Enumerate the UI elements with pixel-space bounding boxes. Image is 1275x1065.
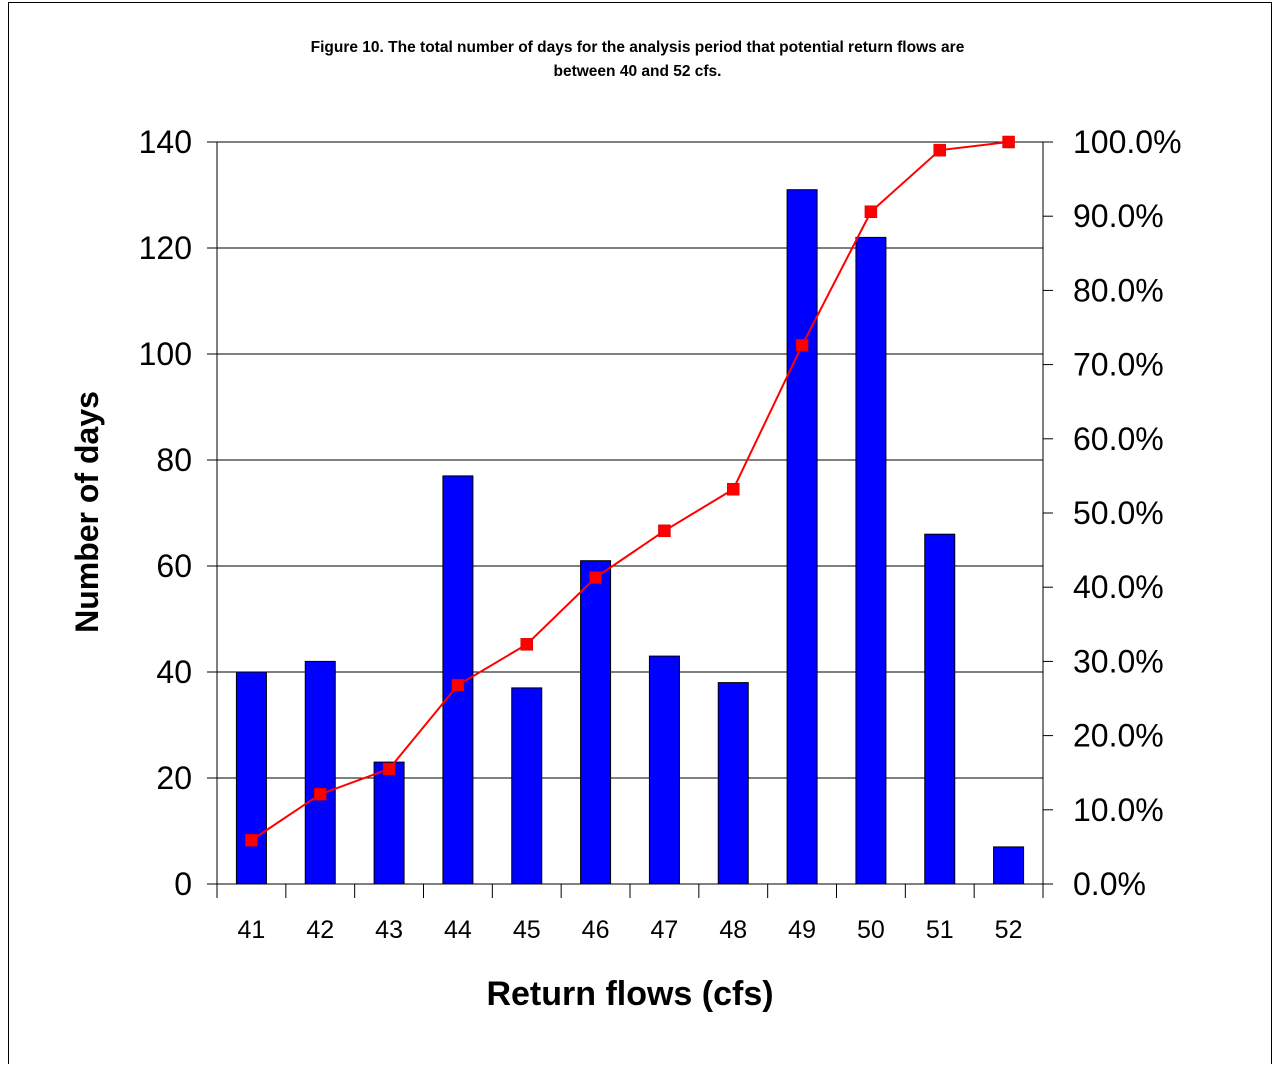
y2-tick-label: 80.0% (1073, 272, 1164, 308)
line-marker (1002, 135, 1015, 149)
y2-tick-label: 10.0% (1073, 792, 1164, 828)
line-marker (864, 205, 878, 218)
y-tick-label: 20 (156, 760, 192, 796)
y2-tick-label: 30.0% (1073, 643, 1164, 679)
line-marker (727, 483, 740, 496)
line-marker (451, 678, 465, 692)
cumulative-line-series (245, 135, 1015, 847)
bar (648, 655, 680, 885)
y2-tick-label: 0.0% (1073, 866, 1146, 902)
x-tick-label: 42 (306, 916, 334, 944)
gridlines (217, 141, 1043, 779)
x-tick-label: 47 (651, 916, 679, 944)
y2-tick-label: 70.0% (1073, 347, 1164, 383)
x-tick-label: 51 (926, 916, 954, 944)
chart-title: Figure 10. The total number of days for … (60, 36, 1215, 84)
bar (717, 682, 749, 885)
x-axis-label: Return flows (cfs) (486, 975, 773, 1013)
x-tick-label: 46 (582, 916, 610, 944)
line-marker (520, 638, 533, 651)
bar-series (235, 189, 1025, 885)
x-tick-label: 48 (719, 916, 747, 944)
line-marker (245, 833, 258, 847)
x-tick-label: 49 (788, 916, 816, 944)
bar (580, 560, 612, 885)
y2-tick-label: 90.0% (1073, 198, 1164, 234)
line-marker (589, 571, 602, 584)
x-tick-label: 41 (238, 916, 266, 944)
bar (511, 687, 543, 885)
x-tick-label: 43 (375, 916, 403, 944)
bar (235, 671, 267, 885)
y-tick-label: 60 (156, 548, 192, 584)
cumulative-line (250, 141, 1009, 842)
y-tick-label: 120 (139, 230, 192, 266)
x-tick-label: 50 (857, 916, 885, 944)
line-marker (314, 787, 327, 801)
chart-title-line-2: between 40 and 52 cfs. (553, 63, 722, 80)
bar (373, 761, 405, 885)
bar (786, 189, 818, 885)
bar (924, 533, 956, 885)
line-marker (795, 339, 809, 352)
y2-tick-label: 100.0% (1073, 124, 1182, 160)
y2-tick-label: 40.0% (1073, 569, 1164, 605)
y-tick-label: 100 (139, 336, 192, 372)
y2-tick-label: 50.0% (1073, 495, 1164, 531)
line-marker (658, 524, 671, 538)
x-tick-label: 52 (995, 916, 1023, 944)
line-marker (382, 762, 396, 776)
y-tick-label: 40 (156, 654, 192, 690)
y-tick-label: 140 (139, 124, 192, 160)
y2-tick-label: 20.0% (1073, 718, 1164, 754)
bar (855, 236, 887, 885)
axes (207, 141, 1053, 898)
y-tick-label: 80 (156, 442, 192, 478)
bar (993, 846, 1025, 885)
bar (304, 660, 336, 885)
x-tick-label: 44 (444, 916, 472, 944)
y-tick-label: 0 (174, 866, 192, 902)
y2-tick-label: 60.0% (1073, 421, 1164, 457)
chart-title-line-1: Figure 10. The total number of days for … (310, 39, 965, 56)
line-marker (933, 143, 946, 157)
x-tick-label: 45 (513, 916, 541, 944)
tick-labels: 0 20 40 60 80 100 120 140 0.0% 10.0% 20.0% 30.0% 40.… (139, 124, 1182, 944)
figure-frame (8, 2, 1272, 1064)
y-axis-label: Number of days (69, 391, 105, 633)
